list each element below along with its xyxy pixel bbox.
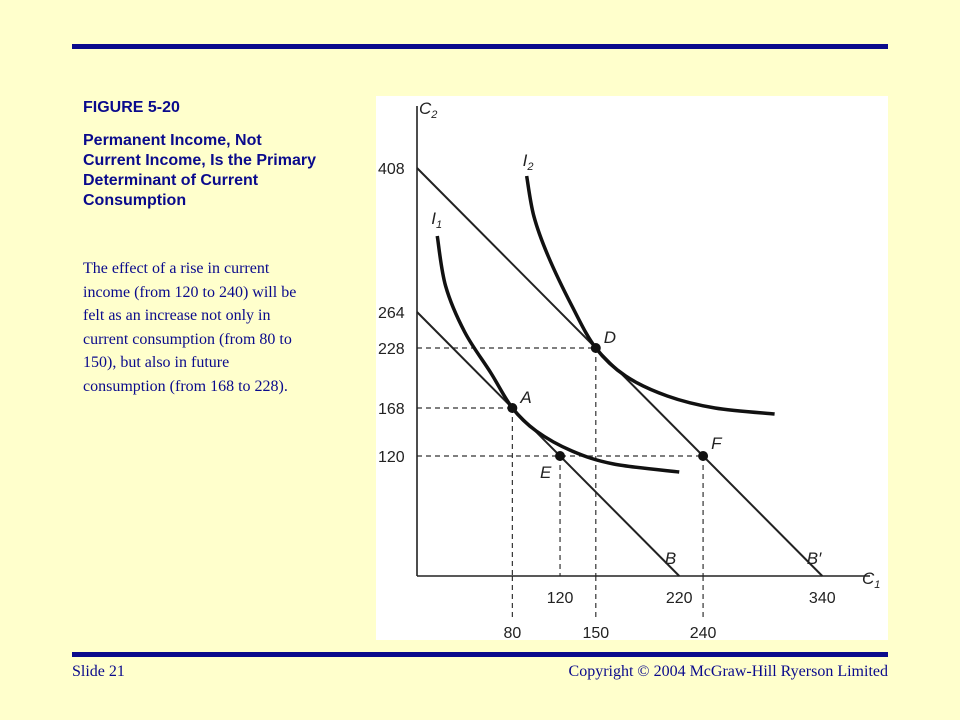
point-label-a: A (519, 388, 531, 407)
curve-label-i2: I2 (523, 151, 534, 173)
indifference-curve-i2 (524, 175, 775, 416)
indifference-curve-i1 (435, 235, 680, 474)
figure-caption: The effect of a rise in current income (… (83, 260, 297, 395)
point-label-d: D (604, 328, 616, 347)
slide-number: Slide 21 (72, 663, 125, 680)
y-tick-168: 168 (378, 401, 405, 418)
point-label-f: F (711, 434, 723, 453)
y-tick-120: 120 (378, 449, 405, 466)
copyright: Copyright © 2004 McGraw-Hill Ryerson Lim… (568, 663, 888, 680)
point-e (555, 451, 566, 461)
x-tick-220: 220 (666, 590, 693, 607)
x-tick-120: 120 (547, 590, 574, 607)
point-f (698, 451, 709, 461)
bottom-rule (72, 652, 888, 657)
point-label-e: E (540, 463, 552, 482)
figure-label: FIGURE 5-20 (83, 99, 180, 116)
y-tick-228: 228 (378, 341, 405, 358)
curve-label-i1: I1 (431, 209, 442, 231)
x-tick-240: 240 (690, 625, 717, 640)
point-d (590, 343, 601, 353)
y-tick-264: 264 (378, 305, 405, 322)
figure-title: Permanent Income, Not Current Income, Is… (83, 132, 316, 209)
y-axis-label: C2 (419, 99, 437, 121)
chart: 408 264 228 168 120 120 220 340 80 150 240 C2 C1 I2 I1… (378, 99, 880, 642)
budget-label-b: B (665, 549, 676, 568)
budget-line-b (416, 311, 680, 577)
chart-panel: 408 264 228 168 120 120 220 340 80 150 240 C2 C1 I2 I1… (376, 96, 888, 642)
x-tick-340: 340 (809, 590, 836, 607)
x-tick-150: 150 (582, 625, 609, 640)
top-rule (72, 44, 888, 49)
point-a (507, 403, 518, 413)
x-tick-80: 80 (503, 625, 521, 640)
budget-label-b-prime: B′ (807, 549, 822, 568)
x-axis-label: C1 (862, 569, 880, 591)
y-tick-408: 408 (378, 161, 405, 178)
